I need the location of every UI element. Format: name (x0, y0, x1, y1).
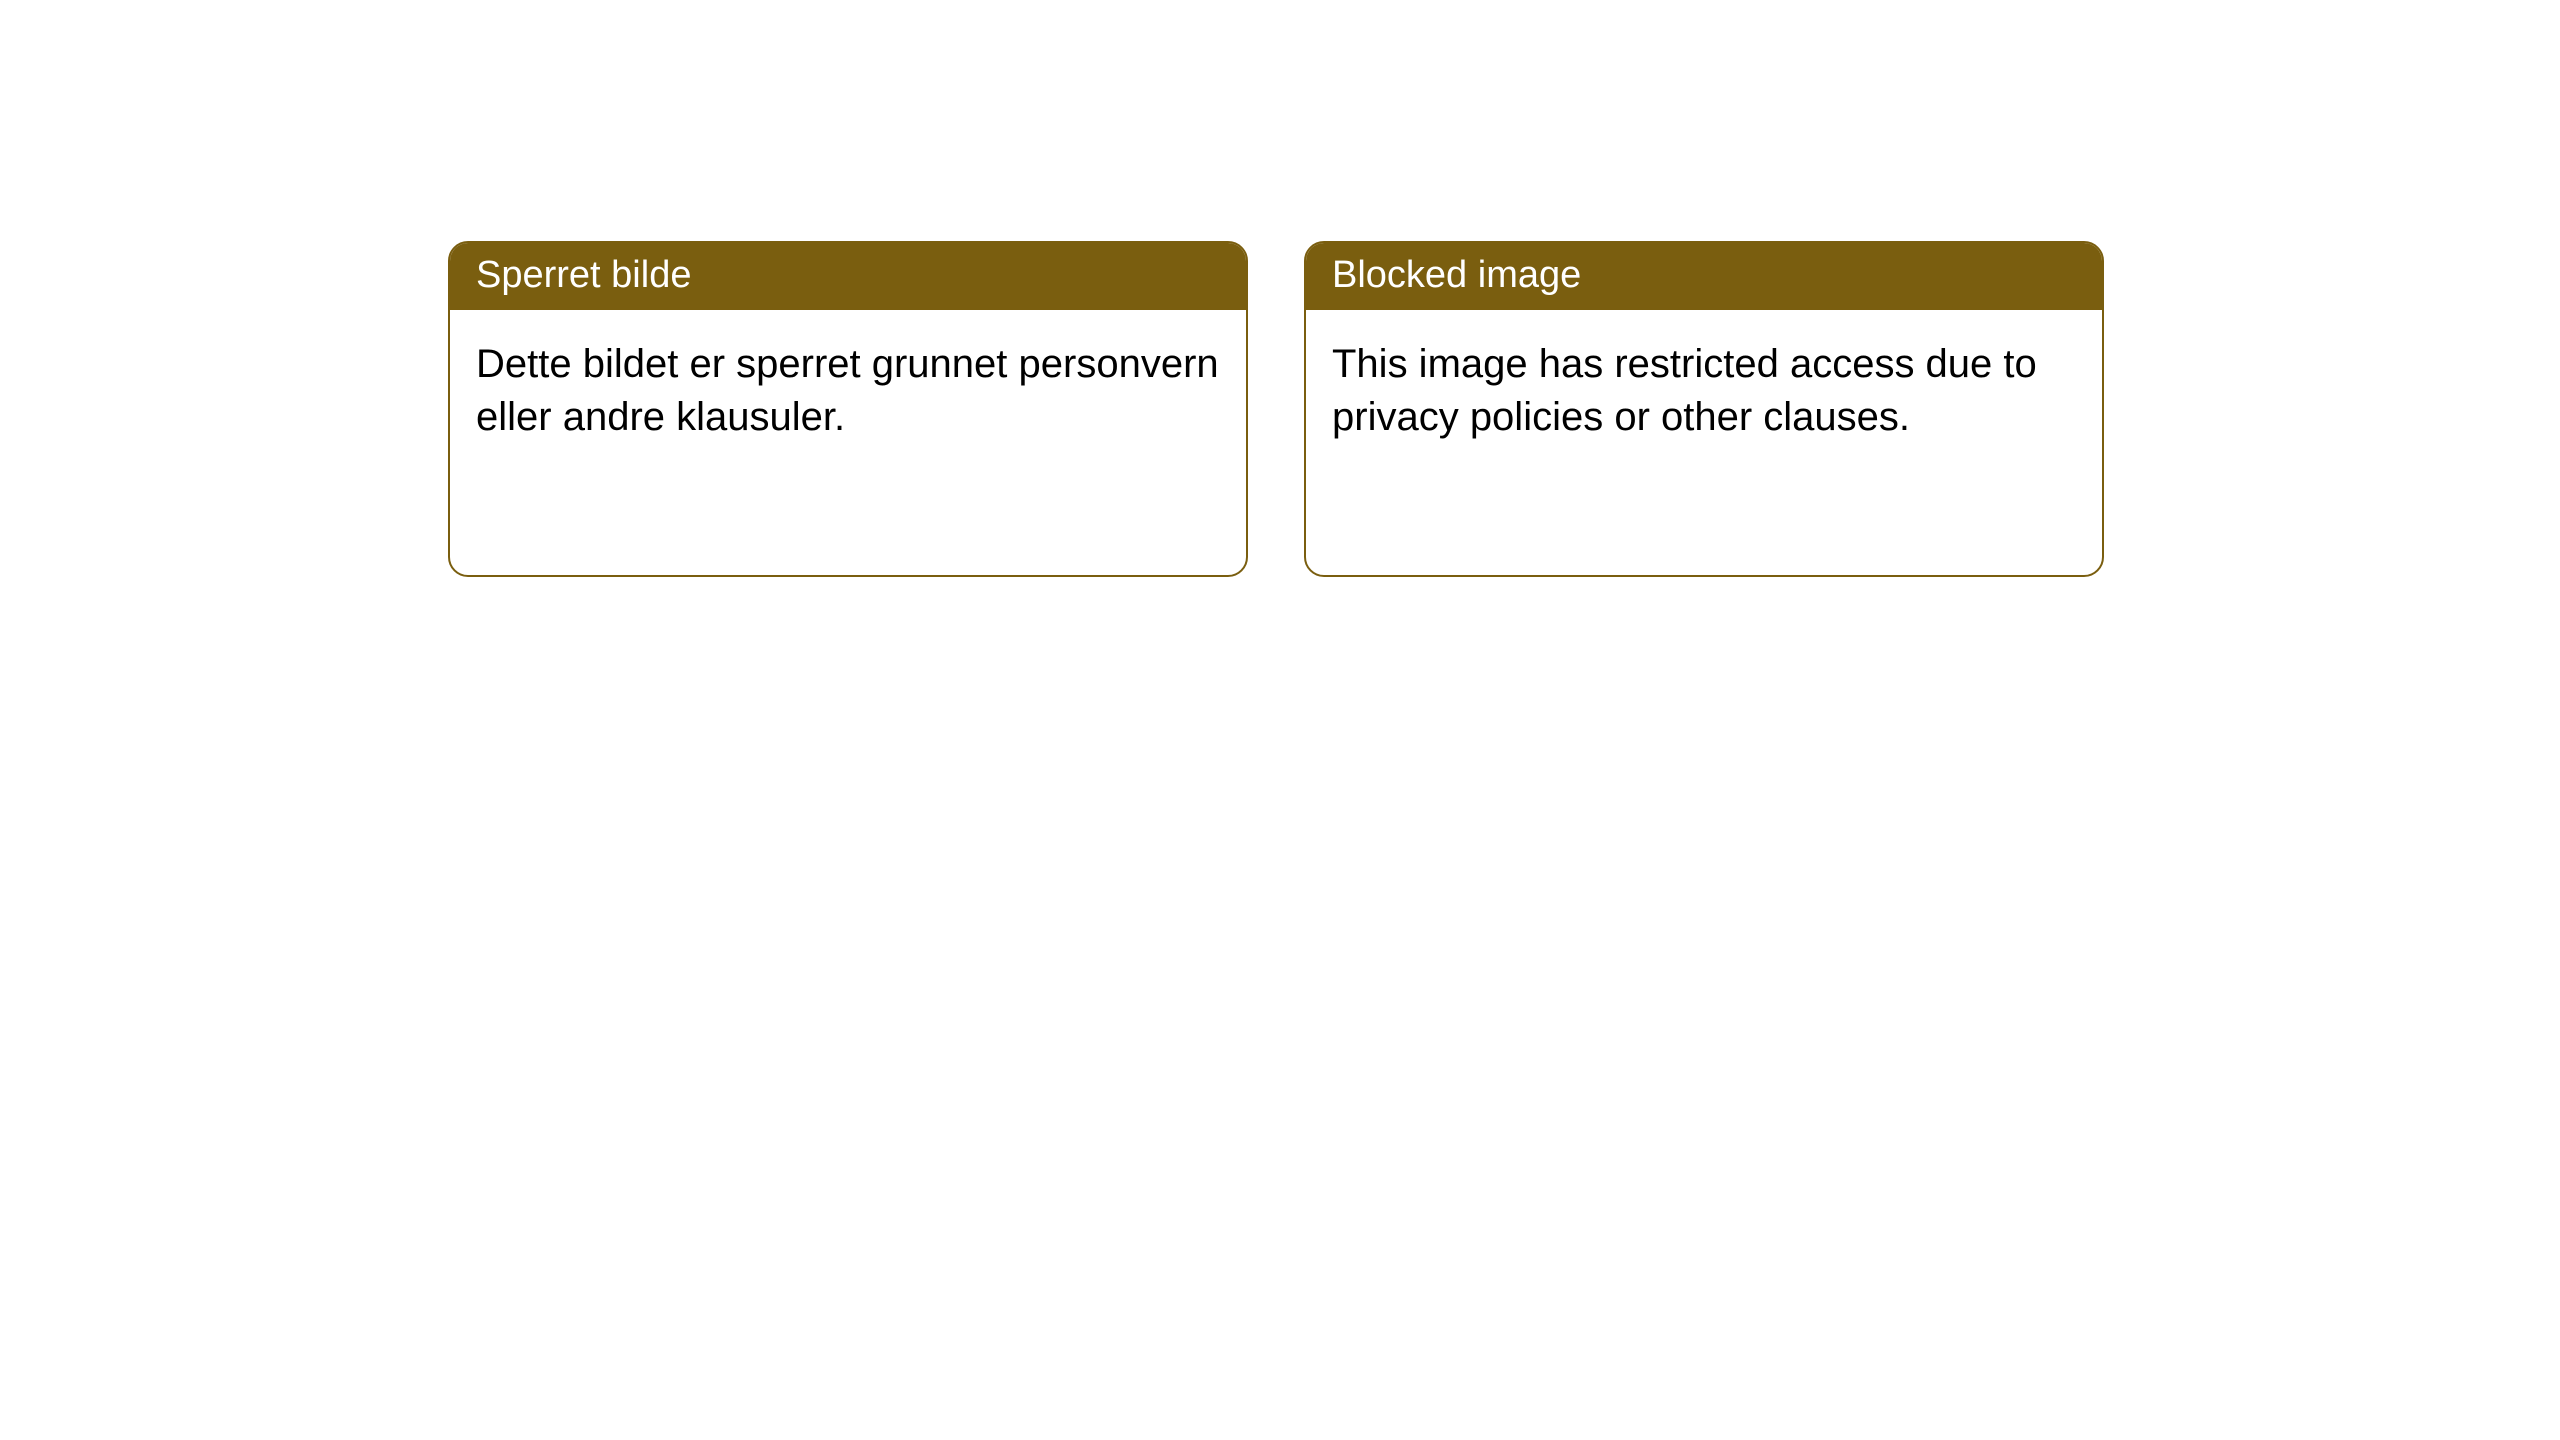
notice-card-english: Blocked image This image has restricted … (1304, 241, 2104, 577)
notice-card-norwegian: Sperret bilde Dette bildet er sperret gr… (448, 241, 1248, 577)
notice-heading: Sperret bilde (450, 243, 1246, 310)
notice-body-text: This image has restricted access due to … (1306, 310, 2102, 472)
notice-container: Sperret bilde Dette bildet er sperret gr… (448, 241, 2104, 577)
notice-body-text: Dette bildet er sperret grunnet personve… (450, 310, 1246, 472)
notice-heading: Blocked image (1306, 243, 2102, 310)
